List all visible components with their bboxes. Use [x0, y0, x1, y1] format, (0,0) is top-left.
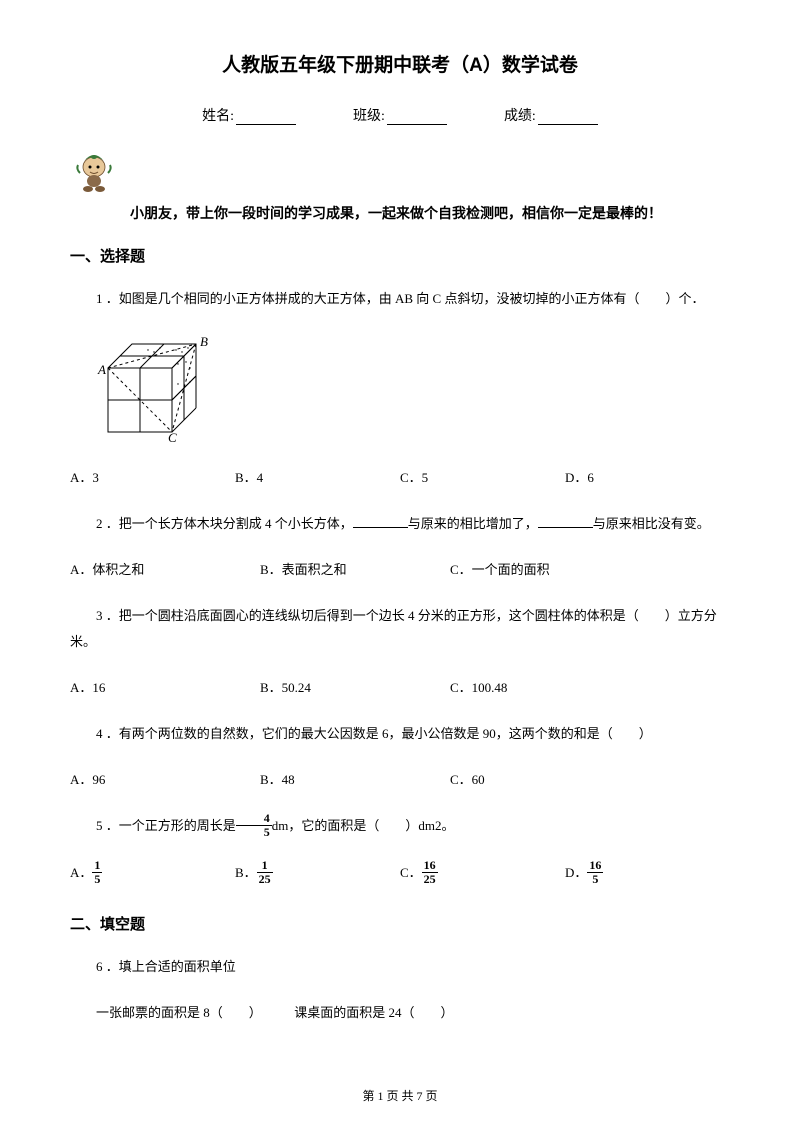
name-label: 姓名: — [202, 109, 234, 124]
cube-label-c: C — [168, 430, 177, 442]
cube-label-a: A — [97, 362, 106, 377]
q4-opt-a[interactable]: A．96 — [70, 767, 260, 793]
score-label: 成绩: — [504, 109, 536, 124]
q2-text: 2 ．把一个长方体木块分割成 4 个小长方体， 与原来的相比增加了， 与原来相比没有… — [70, 511, 730, 537]
q3-opt-b[interactable]: B．50.24 — [260, 675, 450, 701]
q1-opt-c[interactable]: C．5 — [400, 465, 565, 491]
q3-options: A．16 B．50.24 C．100.48 — [70, 675, 730, 701]
q5-opt-b[interactable]: B．125 — [235, 860, 400, 887]
q3-text: 3 ．把一个圆柱沿底面圆心的连线纵切后得到一个边长 4 分米的正方形，这个圆柱体… — [70, 603, 730, 655]
q1-opt-a[interactable]: A．3 — [70, 465, 235, 491]
q5-opt-c[interactable]: C．1625 — [400, 860, 565, 887]
q2-mid: 与原来的相比增加了， — [408, 516, 538, 531]
score-blank[interactable] — [538, 124, 598, 125]
q5-perim-frac: 45 — [236, 812, 272, 838]
q5-opt-a[interactable]: A．15 — [70, 860, 235, 887]
class-blank[interactable] — [387, 124, 447, 125]
q2-options: A．体积之和 B．表面积之和 C．一个面的面积 — [70, 557, 730, 583]
q5-opt-d[interactable]: D．165 — [565, 860, 730, 887]
q4-options: A．96 B．48 C．60 — [70, 767, 730, 793]
q4-text: 4 ．有两个两位数的自然数，它们的最大公因数是 6，最小公倍数是 90，这两个数… — [70, 721, 730, 747]
q6-text: 6 ．填上合适的面积单位 — [70, 954, 730, 980]
encourage-text: 小朋友，带上你一段时间的学习成果，一起来做个自我检测吧，相信你一定是最棒的！ — [130, 203, 730, 223]
q2-blank-2[interactable] — [538, 527, 593, 528]
mascot-icon — [70, 147, 118, 195]
q2-pre: 2 ．把一个长方体木块分割成 4 个小长方体， — [96, 516, 353, 531]
section-2-heading: 二、填空题 — [70, 913, 730, 934]
q2-opt-a[interactable]: A．体积之和 — [70, 557, 260, 583]
q6-sub: 一张邮票的面积是 8（ ） 课桌面的面积是 24（ ） — [70, 1000, 730, 1026]
q5-mid: dm，它的面积是（ ）dm2。 — [272, 818, 455, 833]
q3-opt-c[interactable]: C．100.48 — [450, 675, 640, 701]
info-line: 姓名: 班级: 成绩: — [70, 105, 730, 125]
q2-post: 与原来相比没有变。 — [593, 516, 710, 531]
q5-text: 5 ．一个正方形的周长是45dm，它的面积是（ ）dm2。 — [70, 813, 730, 840]
cube-label-b: B — [200, 334, 208, 349]
q2-opt-c[interactable]: C．一个面的面积 — [450, 557, 640, 583]
q1-cube-figure: A B C — [88, 332, 730, 447]
page-title: 人教版五年级下册期中联考（A）数学试卷 — [70, 50, 730, 77]
q1-opt-b[interactable]: B．4 — [235, 465, 400, 491]
q1-options: A．3 B．4 C．5 D．6 — [70, 465, 730, 491]
q4-opt-c[interactable]: C．60 — [450, 767, 640, 793]
q1-text: 1 ．如图是几个相同的小正方体拼成的大正方体，由 AB 向 C 点斜切，没被切掉… — [70, 286, 730, 312]
section-1-heading: 一、选择题 — [70, 245, 730, 266]
class-label: 班级: — [353, 109, 385, 124]
name-blank[interactable] — [236, 124, 296, 125]
q1-opt-d[interactable]: D．6 — [565, 465, 730, 491]
q5-options: A．15 B．125 C．1625 D．165 — [70, 860, 730, 887]
q2-blank-1[interactable] — [353, 527, 408, 528]
q5-pre: 5 ．一个正方形的周长是 — [96, 818, 236, 833]
q3-opt-a[interactable]: A．16 — [70, 675, 260, 701]
q2-opt-b[interactable]: B．表面积之和 — [260, 557, 450, 583]
q4-opt-b[interactable]: B．48 — [260, 767, 450, 793]
page-footer: 第 1 页 共 7 页 — [0, 1087, 800, 1104]
